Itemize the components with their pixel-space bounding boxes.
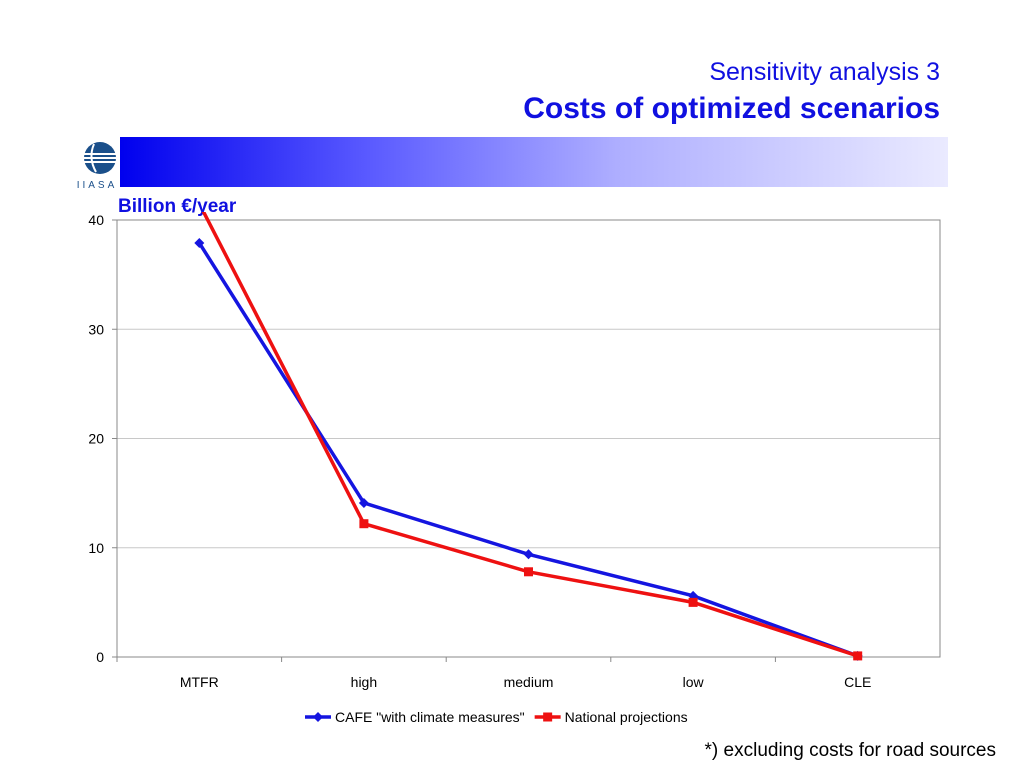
y-axis-unit-label: Billion €/year [118, 196, 237, 217]
slide-subtitle: Sensitivity analysis 3 [709, 58, 940, 86]
y-tick-label: 0 [96, 649, 104, 665]
y-tick-label: 20 [88, 431, 104, 447]
data-point [688, 597, 698, 607]
iiasa-logo: IIASA [74, 136, 120, 190]
globe-icon [84, 142, 116, 174]
y-tick-label: 40 [88, 212, 104, 228]
x-tick-label: MTFR [180, 674, 219, 690]
x-tick-label: high [351, 674, 377, 690]
data-point [194, 237, 205, 248]
y-tick-label: 30 [88, 321, 104, 337]
y-tick-label: 10 [88, 540, 104, 556]
data-point [853, 651, 863, 661]
x-tick-label: low [683, 674, 705, 690]
data-point [358, 497, 369, 508]
data-point [523, 549, 534, 560]
data-point [359, 519, 369, 529]
data-point [524, 567, 533, 577]
legend-item-0: CAFE "with climate measures" [305, 709, 525, 725]
legend-label: National projections [565, 709, 688, 725]
x-tick-label: CLE [844, 674, 871, 690]
legend-label: CAFE "with climate measures" [335, 709, 525, 725]
legend-marker [543, 712, 553, 722]
logo-text: IIASA [77, 180, 118, 190]
legend-marker [313, 712, 323, 722]
footnote: *) excluding costs for road sources [704, 740, 996, 761]
x-tick-label: medium [504, 674, 554, 690]
series-1 [201, 212, 863, 661]
series-line [197, 242, 859, 658]
header-gradient-banner [120, 137, 948, 187]
series-0 [194, 237, 863, 661]
series-line [201, 212, 859, 658]
legend-item-1: National projections [534, 709, 688, 725]
slide-title: Costs of optimized scenarios [523, 92, 940, 125]
